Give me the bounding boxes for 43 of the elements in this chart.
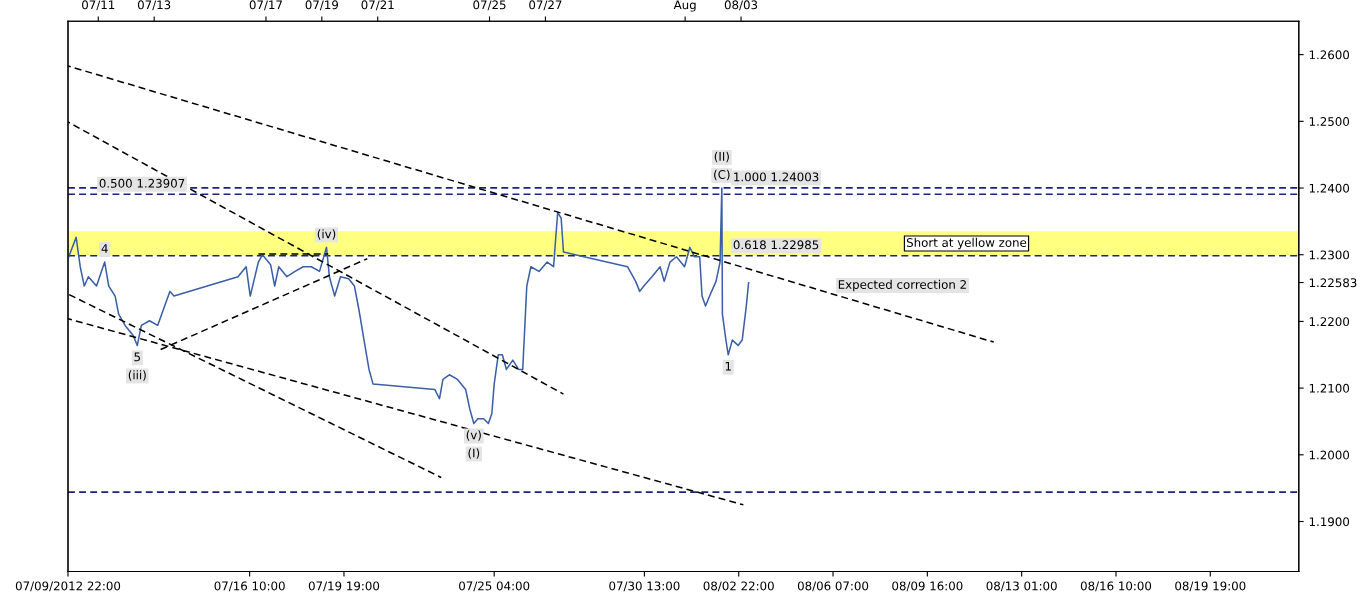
annotation: (v) (466, 430, 481, 441)
annotation: 4 (101, 244, 108, 253)
y-tick-label: 1.2400 (1309, 183, 1350, 193)
annotation: (II) (714, 151, 729, 163)
x2-tick-label: 07/11 (82, 0, 115, 11)
x-tick-label: 08/02 22:00 (703, 581, 774, 592)
annotation: 5 (134, 352, 141, 362)
x2-tick-label: 08/03 (724, 0, 758, 11)
annotation: Expected correction 2 (838, 279, 966, 292)
y-tick-label: 1.1900 (1309, 517, 1350, 527)
x-tick-label: 07/25 04:00 (459, 581, 530, 592)
band-label: Short at yellow zone (906, 237, 1027, 250)
x2-tick-label: Aug (673, 0, 696, 12)
annotation: (iv) (317, 229, 336, 240)
x-tick-label: 07/19 19:00 (308, 581, 380, 592)
annotation: 1.000 1.24003 (734, 172, 819, 182)
x-tick-label: 08/19 19:00 (1175, 581, 1246, 592)
y-tick-label: 1.2000 (1309, 450, 1350, 460)
x2-tick-label: 07/25 (473, 0, 506, 11)
x2-tick-label: 07/21 (361, 0, 394, 11)
x-tick-label: 08/09 16:00 (892, 581, 963, 592)
y-tick-label: 1.2500 (1309, 117, 1350, 126)
y-tick-label: 1.2300 (1309, 250, 1350, 260)
annotation: (iii) (128, 370, 146, 381)
x-tick-label: 07/16 10:00 (214, 581, 285, 592)
x-tick-label: 08/06 07:00 (797, 581, 869, 592)
annotation: 0.500 1.23907 (99, 178, 185, 188)
annotation: (I) (468, 448, 480, 459)
x2-tick-label: 07/13 (137, 0, 171, 11)
annotation: 1 (725, 361, 731, 371)
y-tick-label: 1.2600 (1309, 50, 1350, 60)
x-tick-label: 07/09/2012 22:00 (15, 581, 121, 592)
x2-tick-label: 07/19 (305, 0, 339, 11)
x-tick-label: 08/13 01:00 (986, 581, 1057, 592)
x2-tick-label: 07/27 (529, 0, 562, 11)
y-tick-label: 1.2200 (1309, 317, 1350, 327)
x-tick-label: 07/30 13:00 (609, 581, 680, 592)
y-tick-label: 1.2100 (1309, 383, 1350, 393)
x2-tick-label: 07/17 (249, 0, 282, 11)
annotation: 0.618 1.22985 (733, 240, 819, 250)
annotation: (C) (714, 169, 730, 181)
x-tick-label: 08/16 10:00 (1080, 581, 1152, 592)
y-tick-label: 1.22583 (1309, 278, 1357, 288)
